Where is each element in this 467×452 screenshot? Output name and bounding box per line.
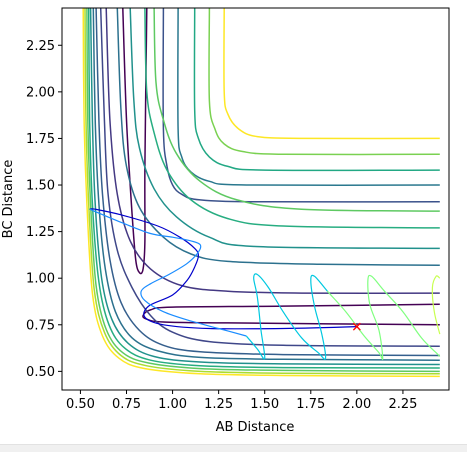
contour-line-6 [92, 8, 440, 361]
y-tick-label: 1.25 [26, 225, 55, 240]
contour-line-2 [142, 303, 440, 326]
trajectory-segment-3 [245, 273, 328, 360]
x-axis-ticks: 0.50 0.75 1.00 1.25 1.50 1.75 2.00 2.25 [66, 390, 417, 412]
contour-line-11 [82, 8, 440, 378]
plot-frame [61, 7, 450, 391]
y-tick-label: 2.25 [26, 39, 55, 54]
x-tick-label: 0.50 [66, 397, 95, 412]
x-axis-label: AB Distance [216, 420, 295, 435]
contour-line-8 [87, 8, 440, 369]
end-point-marker-group [352, 322, 361, 331]
x-tick-label: 1.00 [158, 397, 187, 412]
y-tick-label: 1.50 [26, 179, 55, 194]
contour-line-15 [208, 8, 440, 156]
x-tick-label: 0.75 [112, 397, 141, 412]
y-axis-label: BC Distance [1, 160, 16, 239]
contour-line-20 [153, 8, 440, 212]
window-bottom-strip [0, 444, 467, 452]
contour-line-10 [84, 8, 440, 375]
contour-line-7 [89, 8, 440, 366]
contour-line-16 [223, 8, 440, 140]
contour-line-18 [129, 8, 440, 250]
trajectory-segment-5 [431, 275, 441, 335]
y-tick-label: 2.00 [26, 85, 55, 100]
contour-line-19 [144, 8, 440, 229]
contour-line-17 [116, 8, 440, 266]
trajectory-group [89, 208, 441, 361]
y-tick-label: 1.75 [26, 132, 55, 147]
contour-line-12 [162, 8, 440, 203]
y-tick-label: 1.00 [26, 272, 55, 287]
x-tick-label: 1.25 [204, 397, 233, 412]
trajectory-segment-2 [89, 208, 247, 337]
contour-lines-group [82, 8, 440, 378]
contour-line-9 [86, 8, 440, 373]
x-tick-label: 2.25 [388, 397, 417, 412]
x-tick-label: 1.75 [296, 397, 325, 412]
contour-line-3 [105, 8, 440, 294]
y-tick-label: 0.75 [26, 318, 55, 333]
x-tick-label: 1.50 [250, 397, 279, 412]
contour-line-4 [99, 8, 440, 347]
x-tick-label: 2.00 [342, 397, 371, 412]
y-axis-ticks: 0.50 0.75 1.00 1.25 1.50 1.75 2.00 2.25 [26, 39, 62, 380]
trajectory-segment-1 [89, 208, 357, 330]
y-tick-label: 0.50 [26, 365, 55, 380]
contour-line-14 [193, 8, 440, 172]
contour-line-5 [95, 8, 440, 357]
end-marker-stroke-2 [352, 322, 361, 331]
trajectory-segment-4 [326, 274, 441, 361]
